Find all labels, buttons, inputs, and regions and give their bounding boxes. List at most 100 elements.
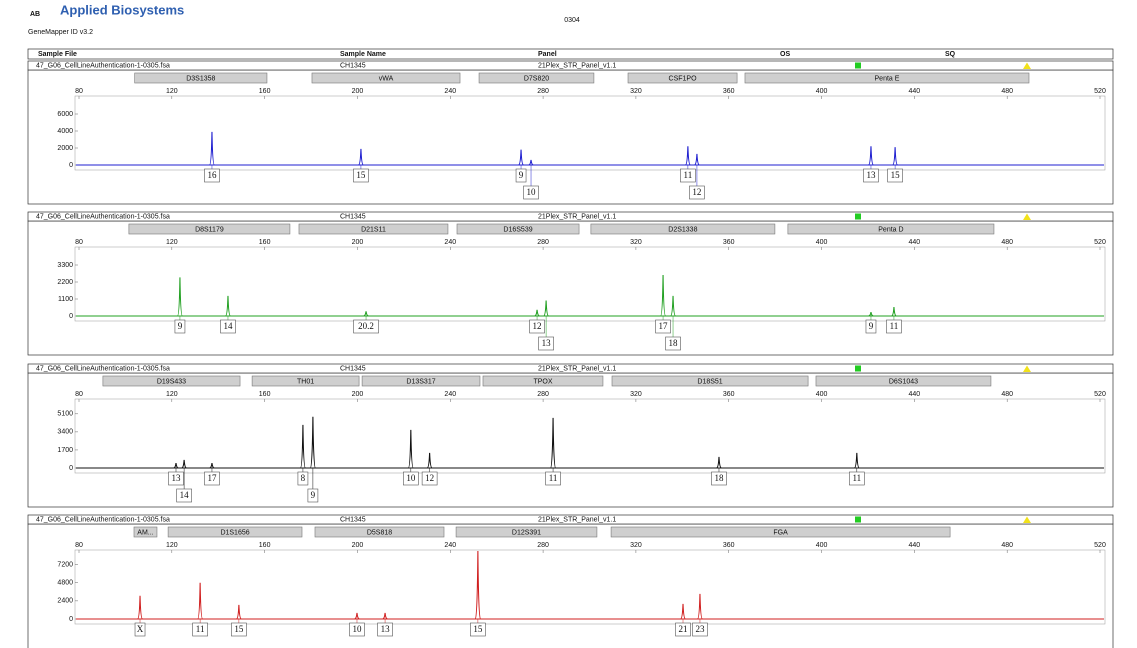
x-tick-label: 480 (1001, 88, 1013, 95)
y-tick-label: 3400 (57, 429, 73, 436)
x-tick-label: 80 (75, 88, 83, 95)
y-tick-label: 0 (69, 162, 73, 169)
x-tick-label: 120 (166, 239, 178, 246)
x-tick-label: 400 (816, 239, 828, 246)
peak (680, 603, 686, 620)
locus-bin (456, 223, 580, 235)
allele-box (680, 168, 696, 183)
y-tick-label: 5100 (57, 411, 73, 418)
allele-label: 13 (381, 624, 391, 634)
allele-label: 16 (207, 170, 217, 180)
x-tick-label: 120 (166, 542, 178, 549)
y-tick-label: 0 (69, 313, 73, 320)
allele-label: 12 (692, 187, 701, 197)
peak (225, 295, 231, 317)
x-tick-label: 320 (630, 88, 642, 95)
x-tick-label: 80 (75, 239, 83, 246)
allele-label: 11 (852, 473, 861, 483)
panel-name: 21Plex_STR_Panel_v1.1 (538, 213, 616, 220)
sample-file: 47_G06_CellLineAuthentication-1-0305.fsa (36, 516, 170, 523)
x-tick-label: 280 (537, 542, 549, 549)
sample-file: 47_G06_CellLineAuthentication-1-0305.fsa (36, 365, 170, 372)
peak (173, 462, 179, 469)
peak (358, 148, 364, 166)
x-tick-label: 480 (1001, 542, 1013, 549)
x-tick-label: 320 (630, 239, 642, 246)
locus-name: TH01 (297, 378, 314, 385)
peak (181, 459, 187, 469)
peak (670, 295, 676, 317)
allele-label: 13 (171, 473, 181, 483)
locus-name: Penta E (875, 75, 900, 82)
sample-name: CH1345 (340, 516, 366, 523)
allele-box (689, 185, 705, 200)
y-tick-label: 4000 (57, 128, 73, 135)
x-tick-label: 520 (1094, 542, 1106, 549)
locus-bin (361, 375, 481, 387)
locus-bin (744, 72, 1030, 84)
allele-box (307, 488, 319, 503)
allele-label: 9 (178, 321, 183, 331)
panel-name: 21Plex_STR_Panel_v1.1 (538, 516, 616, 523)
sample-file: 47_G06_CellLineAuthentication-1-0305.fsa (36, 62, 170, 69)
x-tick-label: 440 (909, 391, 921, 398)
y-tick-label: 2200 (57, 279, 73, 286)
x-tick-label: 320 (630, 542, 642, 549)
locus-bin (167, 526, 303, 538)
locus-name: D2S1338 (668, 226, 697, 233)
peak (209, 462, 215, 469)
y-tick-label: 3300 (57, 262, 73, 269)
locus-bin (134, 72, 268, 84)
allele-label: 23 (695, 624, 705, 634)
plot-area (74, 246, 1106, 322)
allele-label: X (137, 624, 144, 634)
allele-label: 9 (311, 490, 316, 500)
locus-name: D7S820 (524, 75, 549, 82)
y-tick-label: 4800 (57, 580, 73, 587)
allele-box (849, 471, 865, 486)
peak (382, 612, 388, 620)
peak (534, 309, 540, 317)
panel-header (27, 211, 1114, 222)
locus-name: D21S11 (361, 226, 386, 233)
x-tick-label: 400 (816, 542, 828, 549)
software: GeneMapper ID v3.2 (28, 29, 93, 36)
peak (299, 424, 306, 469)
x-tick-label: 280 (537, 88, 549, 95)
x-tick-label: 120 (166, 88, 178, 95)
peak (528, 159, 534, 166)
col-sample-file: Sample File (38, 51, 77, 58)
locus-bin (815, 375, 992, 387)
peak (550, 417, 557, 469)
allele-label: 15 (356, 170, 366, 180)
x-tick-label: 400 (816, 88, 828, 95)
x-tick-label: 280 (537, 239, 549, 246)
allele-box (192, 622, 208, 637)
locus-bin (610, 526, 951, 538)
peak (892, 147, 898, 166)
x-tick-label: 520 (1094, 88, 1106, 95)
x-tick-label: 400 (816, 391, 828, 398)
peak (543, 300, 549, 317)
locus-name: D8S1179 (195, 226, 224, 233)
allele-box (665, 336, 681, 351)
panel-header (27, 514, 1114, 525)
panel-header (27, 363, 1114, 374)
x-tick-label: 520 (1094, 239, 1106, 246)
locus-bin (478, 72, 595, 84)
allele-box (349, 622, 365, 637)
y-tick-label: 2000 (57, 145, 73, 152)
panel-name: 21Plex_STR_Panel_v1.1 (538, 365, 616, 372)
locus-name: D13S317 (406, 378, 435, 385)
peak (136, 595, 144, 620)
allele-box (134, 622, 146, 637)
x-tick-label: 160 (259, 542, 271, 549)
logo: AB (30, 11, 40, 18)
allele-label: 13 (866, 170, 876, 180)
allele-box (204, 168, 220, 183)
peak (309, 416, 316, 469)
allele-box (176, 488, 192, 503)
x-tick-label: 80 (75, 391, 83, 398)
peak (354, 612, 360, 620)
peak (236, 604, 242, 620)
